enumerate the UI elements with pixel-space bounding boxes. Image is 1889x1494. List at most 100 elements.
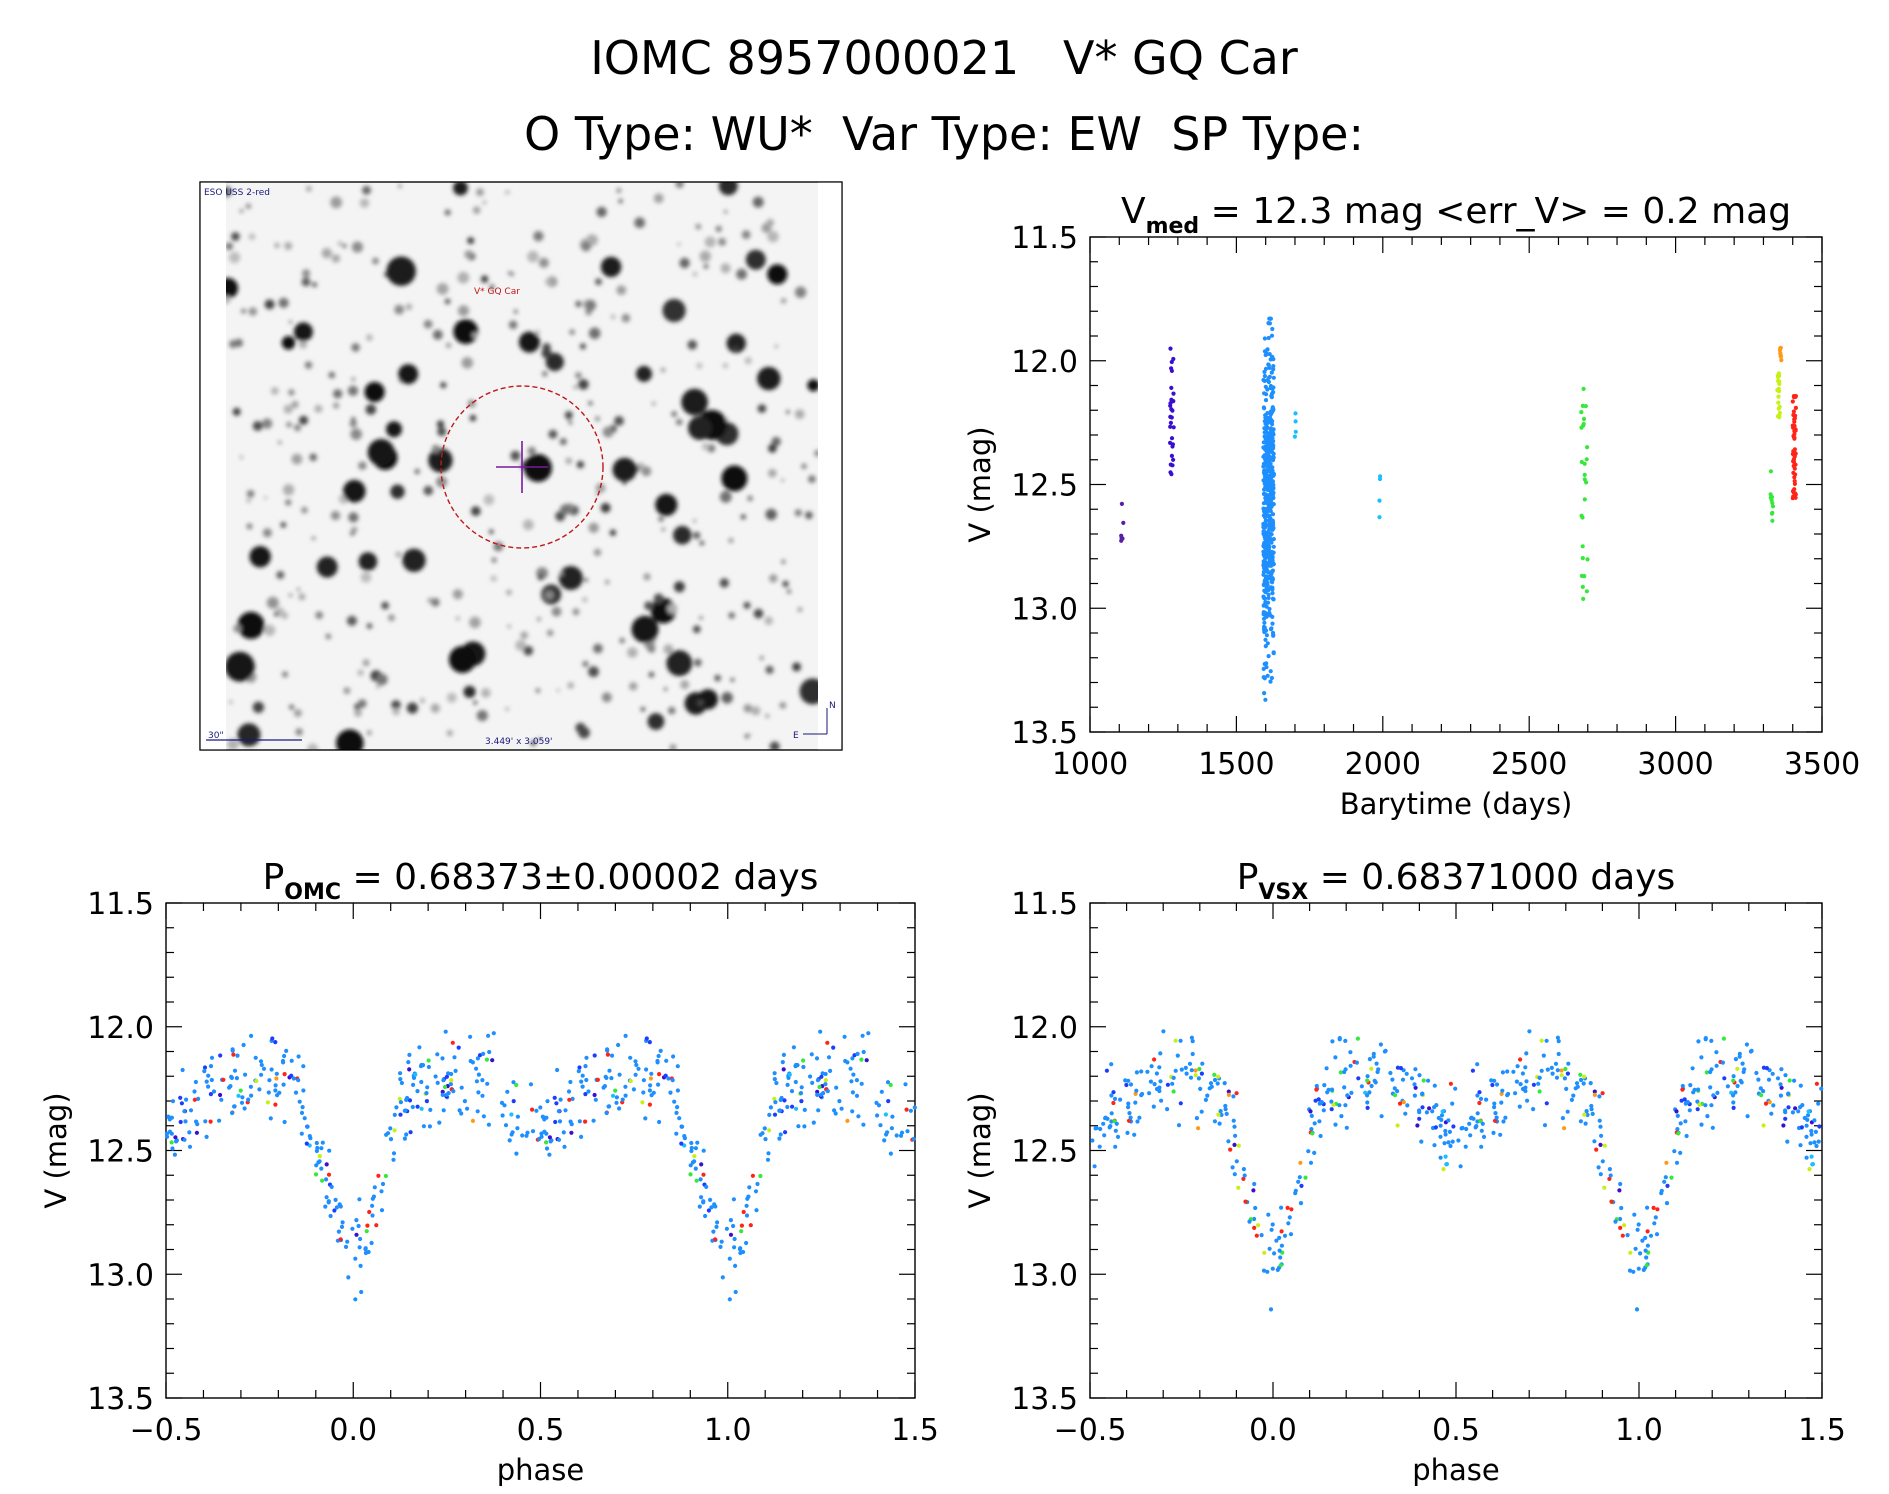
- star: [558, 566, 583, 590]
- data-point: [433, 1074, 438, 1079]
- star: [771, 436, 781, 447]
- data-point: [580, 1073, 585, 1078]
- star: [680, 680, 690, 690]
- star: [781, 559, 786, 564]
- star: [622, 480, 627, 485]
- phase-omc-title-rest: = 0.68373±0.00002 days: [341, 857, 818, 898]
- data-point: [1481, 1134, 1487, 1139]
- data-point: [1270, 1222, 1275, 1227]
- data-point: [407, 1067, 412, 1072]
- data-point: [1189, 1068, 1194, 1073]
- data-point: [208, 1064, 214, 1069]
- data-point: [166, 1114, 171, 1119]
- star: [647, 713, 665, 730]
- data-point: [1571, 1093, 1576, 1098]
- star: [325, 633, 332, 640]
- star: [768, 444, 777, 453]
- data-point: [470, 1118, 475, 1123]
- data-point: [328, 1213, 333, 1219]
- data-point: [1329, 1099, 1334, 1104]
- data-point: [1804, 1155, 1809, 1160]
- data-point: [238, 1088, 243, 1093]
- data-point: [1554, 1075, 1560, 1080]
- data-point: [1766, 1077, 1772, 1082]
- data-point: [282, 1053, 287, 1059]
- data-point: [1470, 1068, 1475, 1073]
- data-point: [850, 1090, 856, 1095]
- data-point: [1263, 644, 1268, 649]
- star: [618, 199, 623, 204]
- data-point: [1598, 1124, 1603, 1129]
- data-point: [1562, 1076, 1567, 1081]
- compass-north: N: [829, 701, 836, 711]
- star: [351, 417, 356, 422]
- data-point: [1638, 1251, 1643, 1256]
- data-point: [1271, 375, 1276, 380]
- star: [740, 514, 746, 520]
- data-point: [1517, 1104, 1522, 1109]
- data-point: [1109, 1111, 1114, 1116]
- data-point: [413, 1072, 418, 1077]
- data-point: [1770, 504, 1776, 509]
- data-point: [440, 1056, 445, 1061]
- star: [541, 348, 552, 359]
- data-point: [1518, 1082, 1523, 1087]
- data-point: [1432, 1083, 1437, 1088]
- data-point: [815, 1078, 821, 1083]
- data-point: [779, 1095, 784, 1101]
- data-point: [1264, 351, 1269, 356]
- data-point: [848, 1066, 853, 1071]
- data-point: [544, 1146, 550, 1151]
- lightcurve-xtick-label: 1500: [1198, 747, 1274, 782]
- data-point: [1581, 1081, 1586, 1086]
- data-point: [555, 1067, 560, 1073]
- star: [584, 299, 597, 311]
- data-point: [345, 1239, 350, 1244]
- phase-omc-xtick-label: 1.5: [891, 1413, 939, 1448]
- data-point: [392, 1112, 397, 1117]
- data-point: [1565, 1109, 1570, 1114]
- data-point: [1354, 1060, 1359, 1065]
- data-point: [1109, 1119, 1114, 1124]
- data-point: [182, 1137, 187, 1142]
- data-point: [1798, 1083, 1803, 1088]
- data-point: [450, 1040, 455, 1045]
- data-point: [1265, 576, 1271, 581]
- data-point: [273, 1040, 278, 1045]
- data-point: [277, 1090, 282, 1095]
- data-point: [1592, 1092, 1597, 1097]
- data-point: [1690, 1066, 1695, 1071]
- data-point: [356, 1223, 361, 1229]
- star: [225, 242, 233, 251]
- data-point: [1469, 1115, 1474, 1120]
- data-point: [1450, 1101, 1455, 1106]
- data-point: [845, 1118, 850, 1123]
- data-point: [437, 1120, 442, 1125]
- data-point: [890, 1114, 895, 1119]
- data-point: [1775, 388, 1780, 393]
- data-point: [1427, 1106, 1432, 1111]
- data-point: [1793, 405, 1798, 410]
- data-point: [584, 1077, 589, 1083]
- data-point: [1297, 1175, 1302, 1180]
- data-point: [1804, 1123, 1809, 1128]
- data-point: [1489, 1078, 1494, 1083]
- data-point: [1776, 400, 1781, 405]
- data-point: [554, 1101, 559, 1106]
- data-point: [1247, 1219, 1252, 1224]
- data-point: [586, 1089, 591, 1094]
- data-point: [1271, 544, 1276, 549]
- phase-omc-title-sub: OMC: [284, 880, 341, 905]
- data-point: [1261, 603, 1266, 608]
- data-point: [1212, 1072, 1217, 1077]
- star: [764, 616, 773, 625]
- data-point: [1703, 1103, 1708, 1108]
- data-point: [211, 1089, 217, 1094]
- star: [537, 574, 544, 581]
- star: [288, 389, 295, 396]
- data-point: [1097, 1144, 1102, 1149]
- data-point: [1618, 1216, 1623, 1222]
- data-point: [1493, 1111, 1498, 1116]
- data-point: [1261, 440, 1266, 445]
- star: [309, 453, 318, 462]
